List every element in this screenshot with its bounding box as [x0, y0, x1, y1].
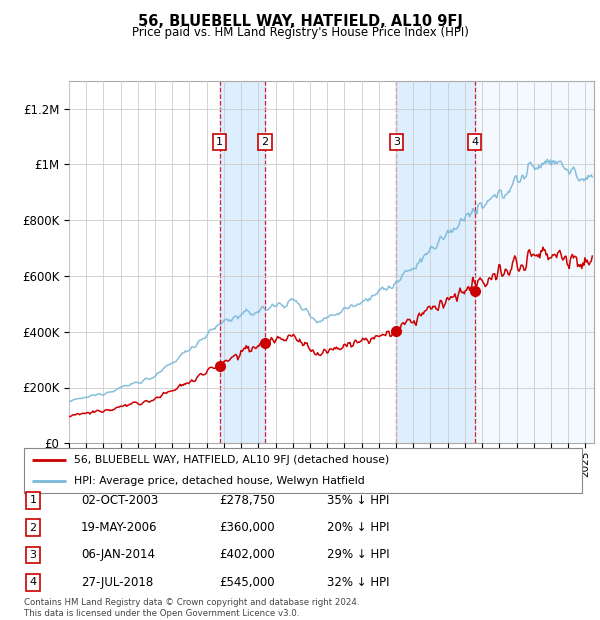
Text: 20% ↓ HPI: 20% ↓ HPI — [327, 521, 389, 534]
Text: 29% ↓ HPI: 29% ↓ HPI — [327, 549, 389, 561]
Bar — [220, 81, 265, 443]
Text: 4: 4 — [29, 577, 37, 587]
Text: £360,000: £360,000 — [219, 521, 275, 534]
Text: 27-JUL-2018: 27-JUL-2018 — [81, 576, 153, 588]
Bar — [475, 81, 594, 443]
Text: 1: 1 — [29, 495, 37, 505]
Text: Contains HM Land Registry data © Crown copyright and database right 2024.
This d: Contains HM Land Registry data © Crown c… — [24, 598, 359, 618]
Text: 35% ↓ HPI: 35% ↓ HPI — [327, 494, 389, 507]
Text: £545,000: £545,000 — [219, 576, 275, 588]
Text: HPI: Average price, detached house, Welwyn Hatfield: HPI: Average price, detached house, Welw… — [74, 476, 365, 486]
Text: 3: 3 — [29, 550, 37, 560]
Text: 2: 2 — [262, 137, 268, 147]
Text: 1: 1 — [216, 137, 223, 147]
Text: 56, BLUEBELL WAY, HATFIELD, AL10 9FJ (detached house): 56, BLUEBELL WAY, HATFIELD, AL10 9FJ (de… — [74, 455, 389, 466]
Text: 02-OCT-2003: 02-OCT-2003 — [81, 494, 158, 507]
Text: Price paid vs. HM Land Registry's House Price Index (HPI): Price paid vs. HM Land Registry's House … — [131, 26, 469, 39]
Text: 2: 2 — [29, 523, 37, 533]
Text: 19-MAY-2006: 19-MAY-2006 — [81, 521, 157, 534]
Text: 06-JAN-2014: 06-JAN-2014 — [81, 549, 155, 561]
Text: 32% ↓ HPI: 32% ↓ HPI — [327, 576, 389, 588]
Text: £402,000: £402,000 — [219, 549, 275, 561]
Text: 3: 3 — [393, 137, 400, 147]
Bar — [397, 81, 475, 443]
Text: £278,750: £278,750 — [219, 494, 275, 507]
Text: 4: 4 — [471, 137, 478, 147]
Text: 56, BLUEBELL WAY, HATFIELD, AL10 9FJ: 56, BLUEBELL WAY, HATFIELD, AL10 9FJ — [137, 14, 463, 29]
